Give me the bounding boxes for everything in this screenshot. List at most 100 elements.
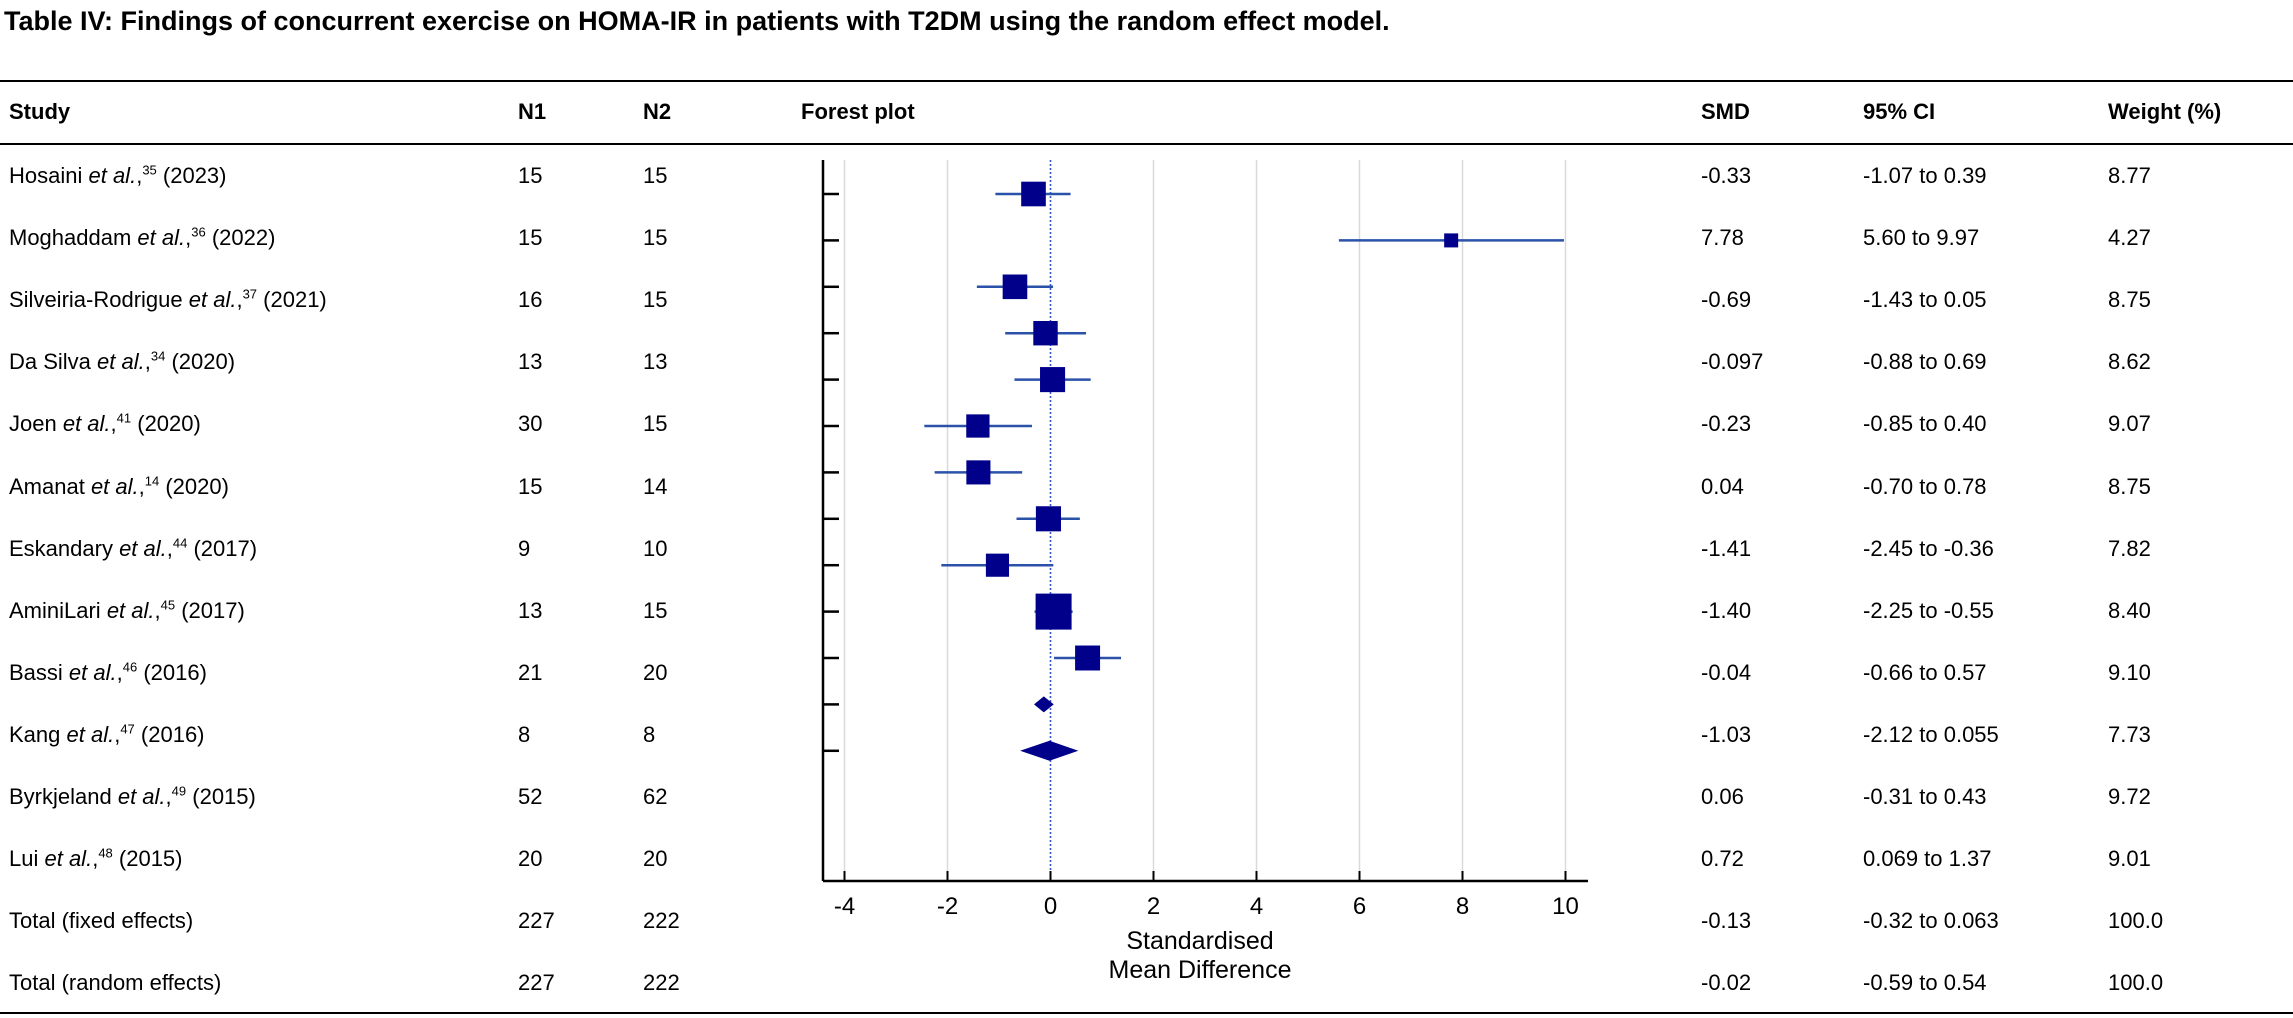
ci-cell: -0.31 to 0.43 [1863, 784, 1987, 809]
smd-cell: 7.78 [1701, 225, 1744, 251]
n1-cell: 227 [518, 908, 555, 934]
header-weight: Weight (%) [2108, 99, 2222, 124]
n2-cell: 62 [643, 784, 668, 809]
smd-cell: -0.33 [1701, 163, 1752, 188]
n2-cell: 10 [643, 535, 668, 561]
study-year: (2022) [205, 225, 276, 251]
study-cell: Joen et al.,41 (2020) [9, 411, 201, 437]
x-tick-label: -2 [937, 893, 958, 920]
x-tick-label: 8 [1456, 893, 1469, 920]
study-cell: Hosaini et al.,35 (2023) [9, 162, 227, 188]
study-cell: Bassi et al.,46 (2016) [9, 659, 207, 685]
study-author: Da Silva [9, 349, 98, 375]
n2-cell: 15 [643, 163, 668, 188]
study-cell: Eskandary et al.,44 (2017) [9, 535, 257, 561]
study-year: (2020) [131, 411, 201, 437]
ci-cell: -0.70 to 0.78 [1863, 473, 1987, 499]
effect-square [966, 414, 990, 438]
weight-cell: 8.62 [2108, 349, 2151, 375]
pooled-diamond [1034, 696, 1054, 713]
n1-cell: 15 [518, 473, 543, 499]
ci-cell: 0.069 to 1.37 [1863, 846, 1992, 872]
study-cell: Total (random effects) [9, 972, 221, 994]
study-reference: 37 [242, 286, 258, 302]
weight-cell: 4.27 [2108, 225, 2151, 251]
n1-cell: 30 [518, 411, 543, 437]
study-cell: Total (fixed effects) [9, 910, 193, 932]
study-year: (2017) [175, 597, 245, 623]
smd-cell: -0.13 [1701, 908, 1752, 934]
smd-cell: 0.06 [1701, 784, 1744, 809]
study-reference: 47 [120, 721, 135, 737]
weight-cell: 8.40 [2108, 597, 2151, 623]
study-reference: 44 [172, 535, 188, 551]
pooled-diamond [1020, 740, 1079, 761]
header-study: Study [9, 99, 71, 124]
study-cell: AminiLari et al.,45 (2017) [9, 597, 245, 623]
smd-cell: -1.41 [1701, 535, 1752, 561]
study-etal: et al. [44, 846, 93, 872]
study-author: Total (random effects) [9, 970, 222, 996]
study-separator: , [236, 287, 243, 313]
study-cell: Lui et al.,48 (2015) [9, 846, 183, 872]
study-etal: et al. [90, 473, 139, 499]
study-author: AminiLari [9, 597, 107, 623]
ci-cell: -0.32 to 0.063 [1863, 908, 1999, 934]
weight-cell: 9.01 [2108, 846, 2151, 872]
study-reference: 41 [116, 411, 132, 427]
header-rule [0, 143, 2293, 145]
header-n2: N2 [643, 99, 672, 124]
weight-cell: 8.77 [2108, 163, 2151, 188]
ci-cell: -2.12 to 0.055 [1863, 721, 1999, 747]
study-reference: 35 [142, 162, 157, 178]
weight-cell: 100.0 [2108, 970, 2164, 996]
ci-cell: -2.25 to -0.55 [1863, 597, 1994, 623]
weight-cell: 100.0 [2108, 908, 2164, 934]
effect-square [1002, 274, 1028, 300]
bottom-rule [0, 1012, 2293, 1014]
weight-cell: 9.72 [2108, 784, 2151, 809]
smd-cell: -0.02 [1701, 970, 1752, 996]
smd-cell: -1.03 [1701, 721, 1752, 747]
effect-square [1035, 506, 1061, 532]
study-author: Lui [9, 846, 45, 872]
table-caption: Table IV: Findings of concurrent exercis… [4, 6, 1390, 36]
smd-cell: 0.72 [1701, 846, 1744, 872]
n1-cell: 227 [518, 970, 555, 996]
effect-square [1033, 320, 1058, 346]
study-etal: et al. [66, 721, 115, 747]
n2-cell: 222 [643, 908, 680, 934]
n1-cell: 16 [518, 287, 543, 313]
x-tick-label: 0 [1044, 893, 1057, 920]
study-separator: , [92, 846, 99, 872]
n2-cell: 15 [643, 597, 668, 623]
x-tick-label: 10 [1552, 893, 1579, 920]
header-ci: 95% CI [1863, 99, 1936, 124]
header-n1: N1 [518, 99, 547, 124]
smd-cell: -0.69 [1701, 287, 1752, 313]
study-separator: , [144, 349, 151, 375]
n2-cell: 15 [643, 225, 668, 251]
weight-cell: 8.75 [2108, 473, 2151, 499]
weight-cell: 8.75 [2108, 287, 2151, 313]
effect-square [1444, 233, 1459, 248]
study-cell: Da Silva et al.,34 (2020) [9, 349, 235, 375]
effect-square [1040, 367, 1066, 393]
study-reference: 45 [160, 597, 176, 613]
smd-cell: 0.04 [1701, 473, 1744, 499]
study-etal: et al. [88, 163, 137, 188]
weight-cell: 7.82 [2108, 535, 2151, 561]
study-separator: , [138, 473, 145, 499]
n1-cell: 13 [518, 597, 543, 623]
study-separator: , [116, 659, 123, 685]
study-separator: , [166, 535, 173, 561]
smd-cell: -1.40 [1701, 597, 1752, 623]
study-year: (2016) [134, 721, 205, 747]
study-etal: et al. [119, 535, 167, 561]
effect-square [1035, 593, 1072, 630]
study-cell: Amanat et al.,14 (2020) [9, 473, 229, 499]
ci-cell: -0.66 to 0.57 [1863, 659, 1987, 685]
effect-square [966, 460, 991, 485]
n2-cell: 20 [643, 846, 668, 872]
top-rule [0, 80, 2293, 82]
